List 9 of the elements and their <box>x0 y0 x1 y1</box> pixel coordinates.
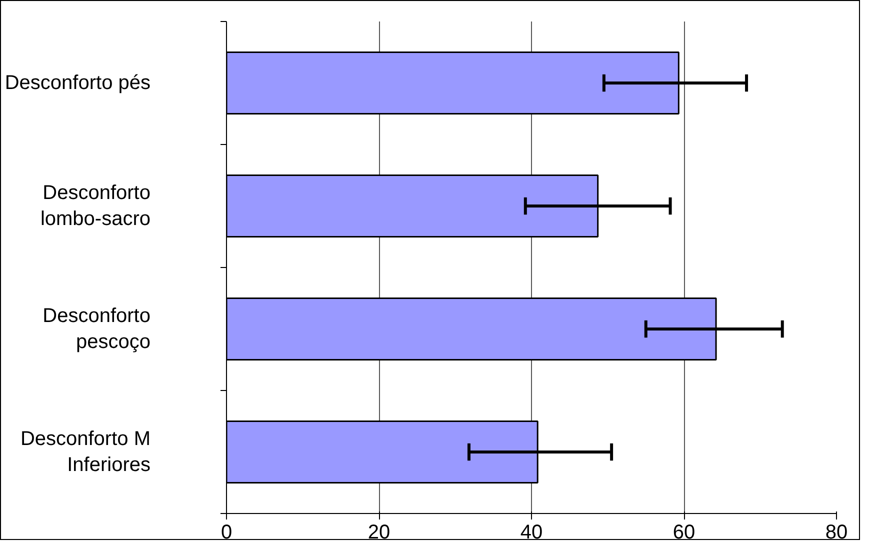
y-tick-label: Desconforto pés <box>4 72 151 94</box>
y-tick-label: Desconforto lombo-sacro <box>40 182 151 230</box>
x-tick-label: 80 <box>825 522 848 544</box>
x-tick-label: 60 <box>672 522 696 544</box>
x-tick-label: 0 <box>220 522 232 544</box>
y-tick-label: Desconforto pescoço <box>42 304 151 354</box>
y-tick-label: Desconforto M Inferiores <box>20 428 151 476</box>
x-tick-label: 20 <box>368 522 390 544</box>
x-tick-label: 40 <box>520 522 543 544</box>
